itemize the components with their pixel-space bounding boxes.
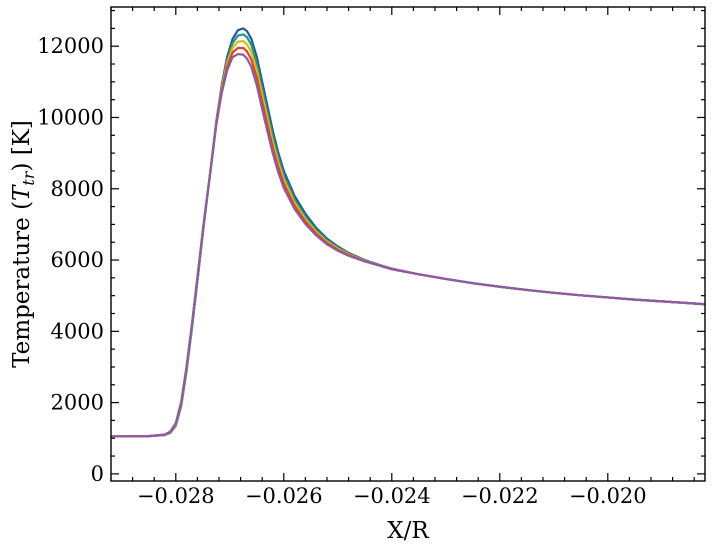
x-tick-label: −0.026 [245, 484, 323, 508]
plot-frame [110, 6, 706, 482]
y-tick-label: 4000 [51, 319, 104, 343]
y-axis-title-suffix: ) [K] [9, 120, 35, 171]
x-tick-label: −0.020 [569, 484, 647, 508]
y-tick-label: 6000 [51, 248, 104, 272]
y-axis-title-variable: T [9, 184, 35, 201]
y-tick-label: 10000 [37, 105, 104, 129]
x-tick-label: −0.024 [353, 484, 431, 508]
y-axis-title: Temperature (Ttr) [K] [9, 120, 38, 368]
series-line-3 [111, 40, 705, 438]
y-tick-label: 8000 [51, 177, 104, 201]
y-tick-label: 0 [91, 462, 104, 486]
series-layer [111, 27, 705, 438]
y-axis-title-prefix: Temperature ( [9, 201, 35, 368]
series-line-4 [111, 46, 705, 438]
series-line-5 [111, 52, 705, 438]
x-axis-title: X/R [387, 518, 429, 544]
series-line-2 [111, 33, 705, 438]
tick-labels: −0.028 −0.026 −0.024 −0.022 −0.020 0 2000 4000 6… [37, 34, 646, 508]
ticks-layer [110, 7, 705, 481]
x-tick-label: −0.022 [461, 484, 539, 508]
series-line-1 [111, 27, 705, 438]
y-axis-title-subscript: tr [19, 170, 38, 185]
x-tick-label: −0.028 [137, 484, 215, 508]
y-tick-label: 2000 [51, 391, 104, 415]
y-tick-label: 12000 [37, 34, 104, 58]
